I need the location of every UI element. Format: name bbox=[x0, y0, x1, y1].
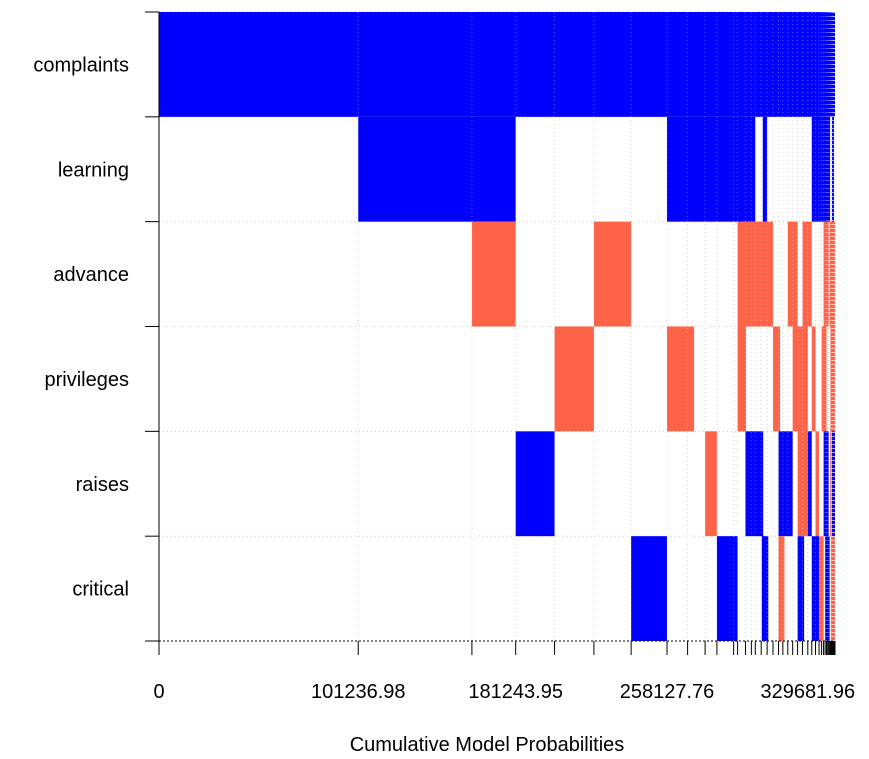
heatmap-cell-privileges bbox=[773, 326, 781, 432]
heatmap-cell-learning bbox=[358, 116, 516, 222]
x-axis-title: Cumulative Model Probabilities bbox=[350, 734, 625, 756]
heatmap-cell-learning bbox=[832, 116, 835, 222]
x-tick-label: 329681.96 bbox=[761, 681, 856, 703]
heatmap-cell-critical bbox=[797, 536, 805, 641]
heatmap-cell-complaints bbox=[159, 12, 835, 117]
heatmap-cell-advance bbox=[829, 221, 835, 327]
heatmap-cell-learning bbox=[762, 116, 768, 222]
axes bbox=[145, 11, 836, 655]
heatmap-cell-privileges bbox=[811, 326, 816, 432]
heatmap-cell-raises bbox=[797, 431, 808, 537]
row-label-raises: raises bbox=[76, 474, 129, 496]
heatmap-cell-privileges bbox=[666, 326, 695, 432]
heatmap-cell-advance bbox=[787, 221, 798, 327]
x-tick-label: 258127.76 bbox=[620, 681, 715, 703]
row-label-complaints: complaints bbox=[33, 54, 129, 76]
row-label-privileges: privileges bbox=[45, 369, 129, 391]
heatmap-cell-critical bbox=[831, 536, 835, 641]
heatmap-cell-raises bbox=[745, 431, 764, 537]
heatmap-cell-advance bbox=[593, 221, 632, 327]
row-label-advance: advance bbox=[53, 264, 129, 286]
heatmap-cell-critical bbox=[819, 536, 824, 641]
heatmap-cell-critical bbox=[811, 536, 820, 641]
heatmap-cells bbox=[159, 12, 835, 641]
heatmap-cell-privileges bbox=[792, 326, 808, 432]
x-tick-labels: 0 101236.98 181243.95 258127.76 329681.96 bbox=[153, 681, 855, 703]
column-boundaries bbox=[158, 12, 836, 641]
heatmap-cell-privileges bbox=[821, 326, 827, 432]
x-tick-label: 181243.95 bbox=[468, 681, 563, 703]
heatmap-cell-privileges bbox=[554, 326, 594, 432]
heatmap-cell-critical bbox=[631, 536, 667, 641]
heatmap-cell-advance bbox=[823, 221, 829, 327]
heatmap-cell-raises bbox=[807, 431, 812, 537]
heatmap-cell-raises bbox=[778, 431, 793, 537]
heatmap-cell-raises bbox=[515, 431, 555, 537]
heatmap-cell-advance bbox=[737, 221, 774, 327]
heatmap-cell-privileges bbox=[830, 326, 835, 432]
heatmap-cell-critical bbox=[716, 536, 738, 641]
heatmap-cell-raises bbox=[705, 431, 717, 537]
heatmap-cell-critical bbox=[778, 536, 785, 641]
heatmap-cell-advance bbox=[802, 221, 812, 327]
heatmap-cell-raises bbox=[830, 431, 832, 537]
heatmap-cell-critical bbox=[825, 536, 830, 641]
row-labels: complaints learning advance privileges raise… bbox=[33, 54, 129, 600]
heatmap-cell-privileges bbox=[737, 326, 747, 432]
x-tick-label: 0 bbox=[153, 681, 164, 703]
heatmap-cell-raises bbox=[815, 431, 820, 537]
row-label-learning: learning bbox=[58, 159, 129, 181]
heatmap-cell-raises bbox=[823, 431, 829, 537]
heatmap-cell-advance bbox=[471, 221, 516, 327]
heatmap-cell-learning bbox=[666, 116, 756, 222]
x-tick-label: 101236.98 bbox=[311, 681, 406, 703]
heatmap-cell-critical bbox=[761, 536, 769, 641]
heatmap-cell-learning bbox=[811, 116, 831, 222]
heatmap-cell-raises bbox=[832, 431, 835, 537]
row-label-critical: critical bbox=[72, 579, 129, 601]
